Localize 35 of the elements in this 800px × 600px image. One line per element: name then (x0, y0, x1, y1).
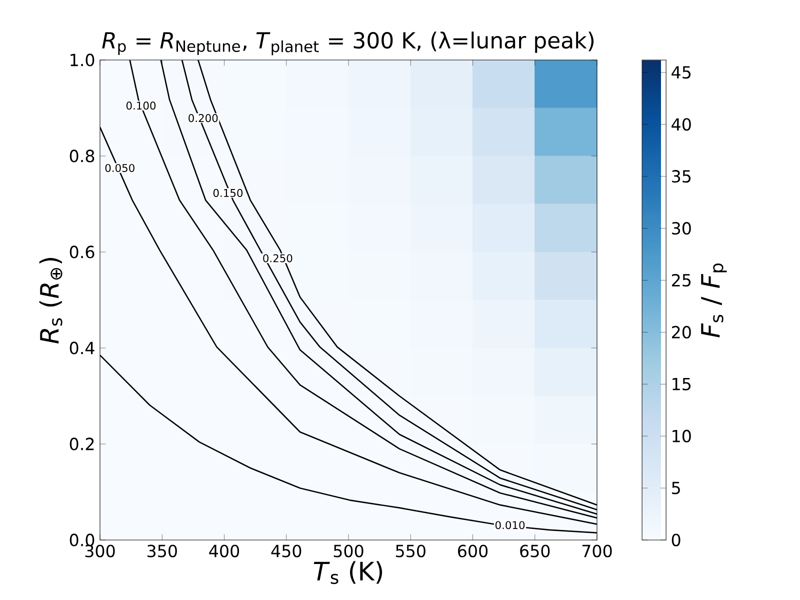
color-bar-label: 40 (672, 118, 691, 131)
annotation: 0.200 (188, 114, 218, 122)
color-bar-label: 10 (672, 430, 691, 442)
color-bar-label: 0 (672, 534, 680, 546)
x-tick-label: 600 (458, 544, 488, 558)
color-bar-label: 20 (672, 326, 691, 339)
y-tick-label: 0.4 (70, 342, 94, 354)
color-bar-label: 15 (672, 378, 691, 390)
x-tick-label: 350 (147, 544, 177, 558)
annotation: 0.010 (495, 521, 525, 530)
y-tick-label: 0.6 (70, 246, 94, 258)
y-tick-label: 1.0 (70, 54, 94, 66)
color-bar-label: 5 (672, 482, 680, 494)
annotation: 0.250 (263, 254, 292, 262)
x-axis-title: T$_{s}$ (K) (314, 561, 382, 584)
y-axis-title: R$_{s}$ (R$_{⊕}$) (39, 258, 62, 344)
color-bar-label: 30 (672, 222, 691, 235)
x-tick-label: 400 (209, 544, 240, 558)
chart-title: R$_{p}$ = R$_{Neptune}$, T$_{planet}$ = 300 K, (λ=lunar peak) (102, 32, 594, 56)
color-bar-title: F$_{s}$ / F$_{p}$ (701, 264, 727, 338)
y-tick-label: 0.0 (70, 534, 94, 546)
y-tick-label: 0.2 (70, 438, 94, 450)
x-tick-label: 550 (396, 544, 426, 558)
annotation: 0.050 (105, 164, 134, 172)
x-tick-label: 300 (85, 544, 115, 558)
color-bar-label: 35 (672, 170, 691, 183)
x-tick-label: 700 (582, 544, 612, 558)
x-tick-label: 500 (334, 544, 364, 558)
color-bar-label: 45 (672, 66, 691, 79)
annotation: 0.100 (126, 102, 156, 110)
annotation: 0.150 (213, 188, 243, 197)
x-tick-label: 650 (520, 544, 550, 558)
x-tick-label: 450 (271, 544, 302, 558)
y-tick-label: 0.8 (70, 150, 94, 162)
color-bar-label: 25 (672, 274, 691, 287)
